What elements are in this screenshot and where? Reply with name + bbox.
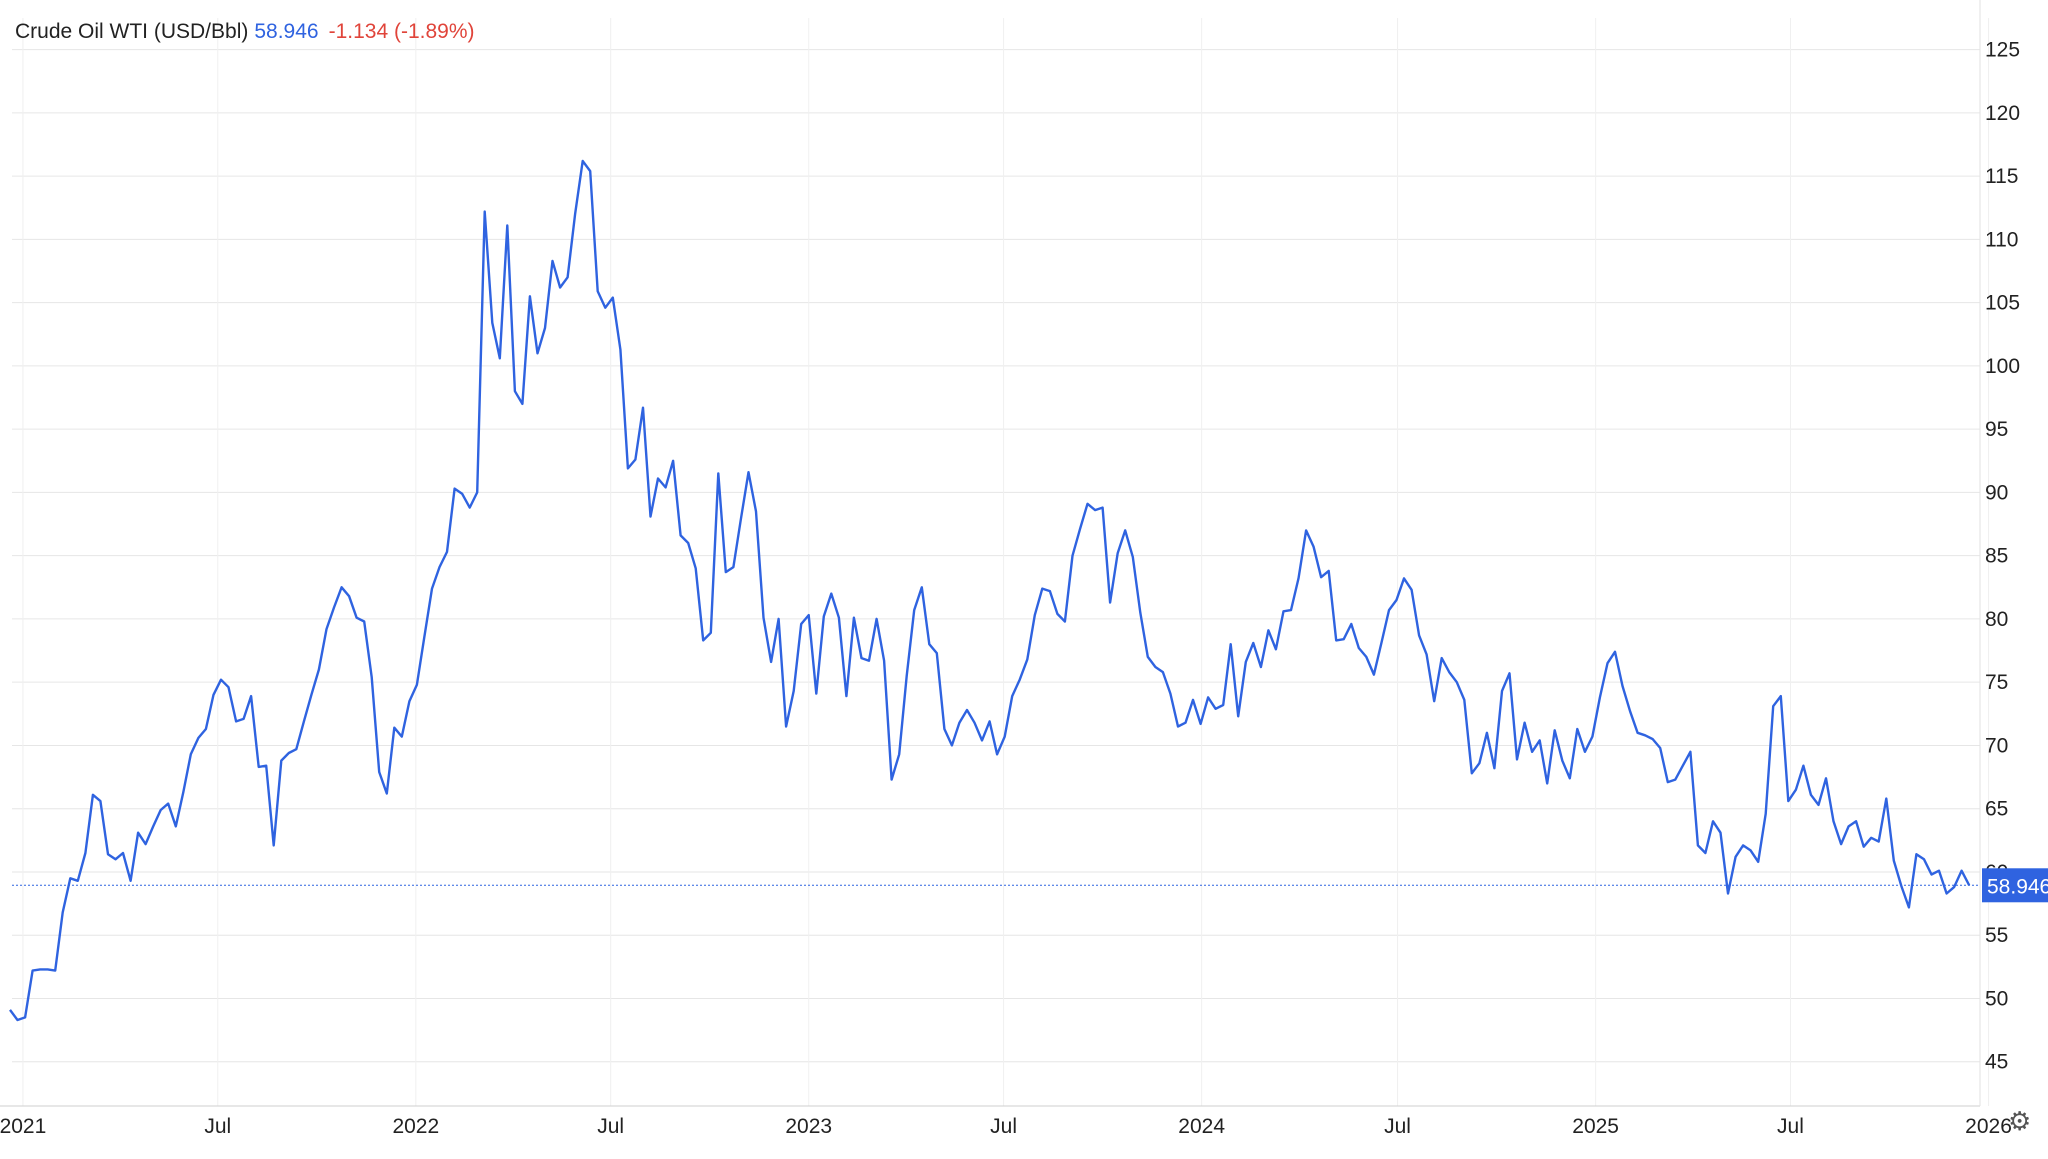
x-tick-label-0: 2021 bbox=[0, 1115, 46, 1138]
x-tick-label-9: Jul bbox=[1777, 1115, 1804, 1138]
y-tick-label-45: 45 bbox=[1985, 1051, 2008, 1074]
x-tick-label-3: Jul bbox=[597, 1115, 624, 1138]
horizontal-gridlines bbox=[12, 49, 1980, 1063]
last-price-tag-background bbox=[1982, 868, 2048, 903]
y-tick-label-110: 110 bbox=[1985, 228, 2018, 251]
x-tick-label-6: 2024 bbox=[1178, 1115, 1225, 1138]
y-tick-label-100: 100 bbox=[1985, 355, 2020, 378]
legend-change: -1.134 (-1.89%) bbox=[328, 20, 475, 43]
last-price-tag: 58.946 bbox=[1982, 868, 2048, 903]
x-tick-label-8: 2025 bbox=[1572, 1115, 1619, 1138]
x-tick-label-1: Jul bbox=[204, 1115, 231, 1138]
y-tick-label-105: 105 bbox=[1985, 292, 2020, 315]
x-tick-label-7: Jul bbox=[1384, 1115, 1411, 1138]
y-tick-label-65: 65 bbox=[1985, 798, 2008, 821]
y-tick-label-115: 115 bbox=[1985, 165, 2018, 188]
legend-series-name: Crude Oil WTI (USD/Bbl) bbox=[15, 20, 249, 43]
y-tick-label-85: 85 bbox=[1985, 545, 2008, 568]
x-tick-label-2: 2022 bbox=[392, 1115, 439, 1138]
y-tick-label-120: 120 bbox=[1985, 102, 2020, 125]
vertical-gridlines bbox=[22, 18, 1990, 1106]
y-axis: 4550556065707580859095100105110115120125 bbox=[1985, 39, 2020, 1074]
y-tick-label-80: 80 bbox=[1985, 608, 2008, 631]
chart-legend: Crude Oil WTI (USD/Bbl) 58.946 -1.134 (-1.… bbox=[15, 20, 475, 44]
y-tick-label-95: 95 bbox=[1985, 418, 2008, 441]
x-tick-label-5: Jul bbox=[990, 1115, 1017, 1138]
x-tick-label-10: 2026 bbox=[1965, 1115, 2012, 1138]
gear-icon[interactable]: ⚙ bbox=[2008, 1106, 2032, 1136]
y-tick-label-90: 90 bbox=[1985, 481, 2008, 504]
y-tick-label-70: 70 bbox=[1985, 734, 2008, 757]
y-tick-label-50: 50 bbox=[1985, 987, 2008, 1010]
last-price-tag-label: 58.946 bbox=[1987, 875, 2048, 898]
y-tick-label-75: 75 bbox=[1985, 671, 2008, 694]
x-axis: 2021 Jul 2022 Jul 2023 Jul 2024 Jul 2025 Jul 2026 bbox=[0, 1115, 2012, 1138]
y-tick-label-55: 55 bbox=[1985, 924, 2008, 947]
legend-last-value: 58.946 bbox=[254, 20, 319, 43]
y-tick-label-125: 125 bbox=[1985, 39, 2020, 62]
x-tick-label-4: 2023 bbox=[785, 1115, 832, 1138]
series-line-crude-oil-wti[interactable] bbox=[9, 159, 1971, 1022]
